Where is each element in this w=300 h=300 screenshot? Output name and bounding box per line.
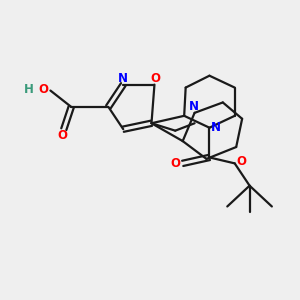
Text: N: N	[211, 121, 221, 134]
Text: N: N	[118, 72, 128, 85]
Text: O: O	[170, 157, 180, 170]
Text: H: H	[24, 82, 34, 96]
Text: O: O	[38, 82, 48, 96]
Text: O: O	[150, 72, 160, 85]
Text: O: O	[236, 155, 246, 168]
Text: N: N	[189, 100, 199, 113]
Text: O: O	[57, 129, 67, 142]
